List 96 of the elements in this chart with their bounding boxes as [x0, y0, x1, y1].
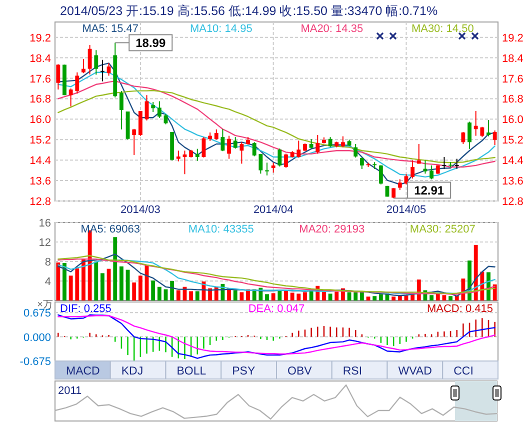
annotation: 2011 — [58, 385, 82, 397]
bar — [296, 294, 301, 300]
y2-tick-label: 17.6 — [502, 73, 524, 86]
text: MA30: 25207 — [410, 224, 476, 236]
x-tick-label: 2014/03 — [120, 204, 160, 216]
y-tick-label: -0.675 — [20, 356, 51, 368]
y2-tick-label: 14.4 — [502, 155, 524, 168]
bar — [189, 291, 194, 300]
bar — [328, 294, 332, 300]
bar — [354, 292, 358, 300]
text: OBV — [288, 366, 312, 378]
y-tick-label: 14.4 — [30, 155, 51, 168]
bar — [290, 292, 294, 300]
line-series — [58, 90, 496, 164]
bar — [430, 295, 434, 300]
y-tick-label: 15.2 — [30, 134, 51, 147]
text: BOLL — [176, 366, 207, 378]
y-tick-label: 19.2 — [30, 32, 51, 44]
y-tick-label: 18.4 — [30, 52, 51, 65]
bar — [82, 259, 86, 300]
bar — [68, 276, 73, 300]
text: MA20: 29193 — [299, 224, 365, 236]
bar — [233, 290, 238, 300]
bar — [195, 291, 200, 300]
bar — [334, 292, 339, 300]
bar — [240, 292, 244, 300]
bar — [284, 290, 288, 300]
text: MA20: 14.35 — [300, 23, 364, 35]
text: PSY — [232, 366, 256, 378]
callout: 18.99 — [114, 34, 173, 52]
bar — [278, 290, 282, 300]
bar — [75, 268, 80, 300]
bar — [347, 292, 352, 300]
y2-tick-label: 15.2 — [502, 134, 524, 147]
series-label: MACD: 0.415 — [426, 303, 493, 315]
text: MA10: 43355 — [188, 224, 254, 236]
text: RSI — [342, 366, 362, 378]
text: MA5: 69063 — [80, 224, 140, 236]
y2-tick-label: 16.8 — [502, 94, 524, 106]
annotation: 12.91 — [414, 184, 444, 198]
text: CCI — [454, 366, 474, 378]
series-label: DIF: 0.255 — [60, 303, 112, 315]
bar — [360, 292, 364, 300]
text: DEA: 0.047 — [248, 303, 305, 315]
y2-tick-label: 12.8 — [502, 196, 524, 208]
bar — [106, 268, 111, 300]
bar — [138, 276, 142, 300]
y2-tick-label: 18.4 — [502, 52, 524, 65]
y-tick-label: 8 — [44, 256, 51, 268]
chart-title: 2014/05/23 开:15.19 高:15.56 低:14.99 收:15.50 量:33470 幅:0.71% — [60, 3, 438, 18]
y2-tick-label: 13.6 — [502, 176, 524, 188]
text: MA10: 14.95 — [190, 23, 252, 35]
callout: 12.91 — [393, 182, 452, 199]
bar — [392, 296, 396, 300]
bar — [322, 292, 326, 300]
bar — [56, 262, 60, 300]
bar — [157, 286, 162, 300]
bar — [366, 296, 370, 300]
text: MA5: 15.47 — [82, 23, 139, 35]
bar — [461, 278, 466, 300]
bar — [113, 237, 118, 300]
y-tick-label: 16.8 — [30, 94, 51, 106]
bar — [170, 281, 174, 300]
y-tick-label: 4 — [44, 276, 51, 288]
y-tick-label: 16 — [38, 218, 51, 230]
y-tick-label: 0.675 — [23, 308, 51, 320]
text: WVAD — [398, 366, 432, 378]
bar — [176, 290, 180, 300]
x-tick-label: 2014/05 — [386, 204, 426, 216]
y-tick-label: 12.8 — [30, 196, 51, 208]
annotation: 18.99 — [136, 36, 166, 50]
y-tick-label: 0.000 — [23, 332, 51, 344]
bar — [303, 292, 307, 300]
text: KDJ — [121, 366, 144, 378]
bar — [119, 266, 124, 300]
text: MACD — [66, 366, 100, 378]
bar — [100, 273, 104, 300]
y-tick-label: 17.6 — [30, 73, 51, 86]
bar — [271, 293, 276, 300]
y-tick-label: 16.0 — [30, 114, 51, 126]
y-tick-label: 13.6 — [30, 176, 51, 188]
bar — [151, 280, 156, 300]
bar — [442, 295, 446, 300]
bar — [94, 262, 98, 300]
y2-tick-label: 19.2 — [502, 32, 524, 44]
bar — [492, 284, 497, 300]
y2-tick-label: 16.0 — [502, 114, 524, 126]
bar — [132, 282, 136, 300]
text: MA30: 14.50 — [411, 23, 474, 35]
bar — [448, 296, 452, 300]
x-tick-label: 2014/04 — [253, 204, 294, 216]
bar — [62, 262, 66, 300]
bar — [378, 294, 383, 300]
bar — [372, 296, 377, 300]
y-tick-label: 12 — [38, 237, 51, 249]
bar — [265, 294, 269, 300]
